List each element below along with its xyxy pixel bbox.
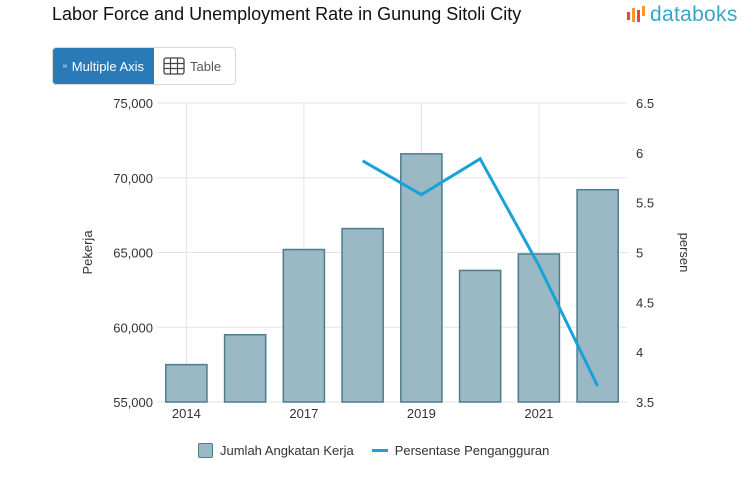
table-icon xyxy=(163,57,185,75)
x-tick-label: 2019 xyxy=(407,406,436,421)
bar-jumlah-angkatan-kerja xyxy=(282,248,326,403)
view-toggle: Multiple Axis Table xyxy=(52,47,236,85)
table-label: Table xyxy=(190,58,222,74)
legend-line-label: Persentase Pengangguran xyxy=(394,442,550,458)
x-tick-label: 2014 xyxy=(172,406,201,421)
legend-item-bars[interactable]: Jumlah Angkatan Kerja xyxy=(198,442,354,458)
legend: Jumlah Angkatan Kerja Persentase Pengang… xyxy=(198,440,567,460)
logo-bars-icon xyxy=(627,6,645,22)
bar-jumlah-angkatan-kerja xyxy=(576,188,619,403)
combo-chart: 55,000 60,000 65,000 70,000 75,000 3.5 4 4.5 5 5.… xyxy=(80,96,692,421)
bar-jumlah-angkatan-kerja xyxy=(341,227,384,403)
y-right-tick-label: 5.5 xyxy=(636,196,654,211)
line-persentase-pengangguran xyxy=(361,156,599,387)
y-right-tick-label: 6.5 xyxy=(636,96,654,111)
y-left-tick-label: 70,000 xyxy=(113,171,153,186)
y-left-tick-label: 65,000 xyxy=(113,246,153,261)
y-left-tick-label: 60,000 xyxy=(113,320,153,335)
chart-title: Labor Force and Unemployment Rate in Gun… xyxy=(52,4,522,24)
multiple-axis-label: Multiple Axis xyxy=(71,58,144,74)
x-tick-label: 2017 xyxy=(289,406,318,421)
y-right-axis-title: persen xyxy=(677,233,692,273)
legend-bar-label: Jumlah Angkatan Kerja xyxy=(220,442,354,458)
legend-item-line[interactable]: Persentase Pengangguran xyxy=(371,442,550,458)
y-left-axis-title: Pekerja xyxy=(80,230,95,275)
y-right-tick-label: 6 xyxy=(636,146,643,161)
bar-jumlah-angkatan-kerja xyxy=(165,363,208,403)
bar-jumlah-angkatan-kerja xyxy=(517,253,561,403)
databoks-logo: databoks xyxy=(626,3,738,27)
table-button[interactable]: Table xyxy=(154,48,235,84)
chart-icon xyxy=(63,64,67,68)
legend-line-swatch xyxy=(371,448,388,452)
y-right-tick-label: 5 xyxy=(636,246,643,261)
y-right-tick-label: 3.5 xyxy=(636,395,654,410)
multiple-axis-button[interactable]: Multiple Axis xyxy=(53,48,154,84)
y-right-tick-label: 4 xyxy=(636,345,643,360)
bar-jumlah-angkatan-kerja xyxy=(400,153,443,403)
y-right-tick-label: 4.5 xyxy=(636,295,654,310)
legend-bar-swatch xyxy=(198,442,213,458)
logo-text: databoks xyxy=(650,3,738,26)
y-left-tick-label: 75,000 xyxy=(113,96,153,111)
bar-jumlah-angkatan-kerja xyxy=(458,269,502,403)
bar-jumlah-angkatan-kerja xyxy=(223,333,267,403)
y-left-tick-label: 55,000 xyxy=(113,395,153,410)
x-tick-label: 2021 xyxy=(524,406,553,421)
